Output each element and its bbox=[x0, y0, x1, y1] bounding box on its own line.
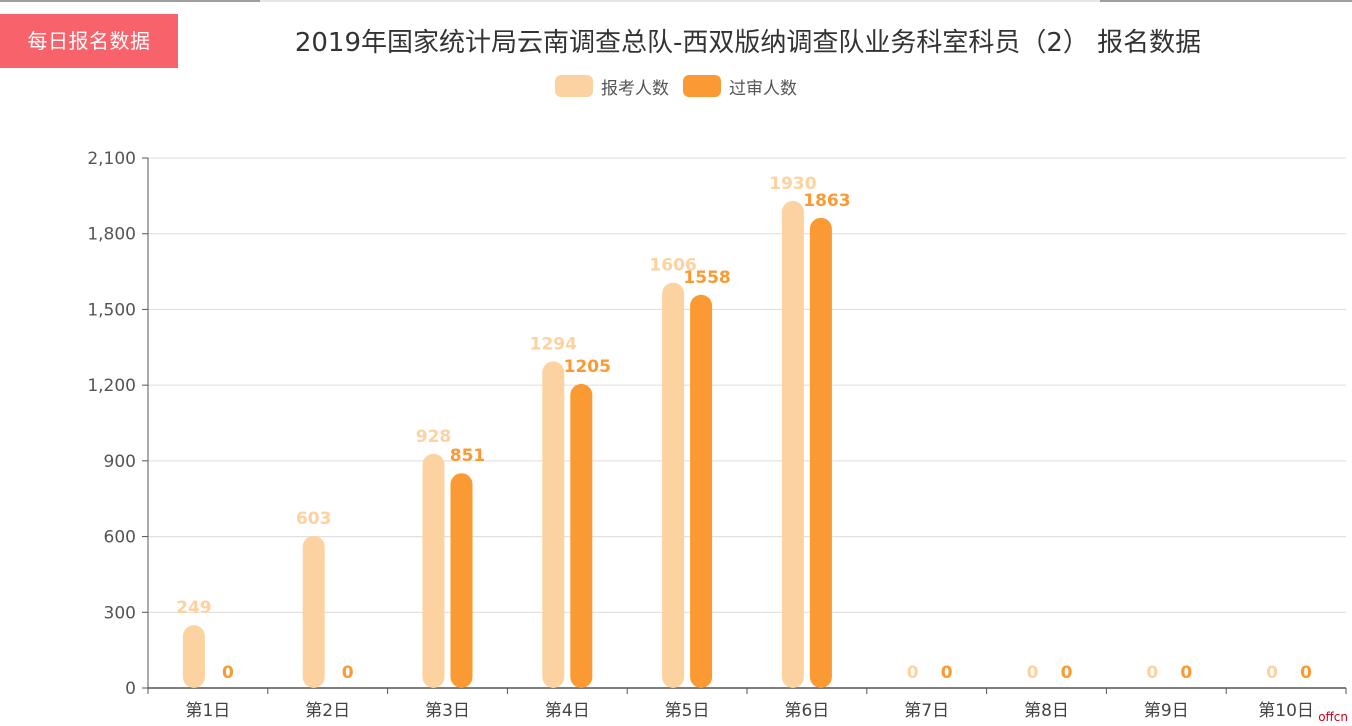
watermark: offcn bbox=[1318, 710, 1348, 724]
data-label-applied: 249 bbox=[176, 598, 212, 618]
x-tick-label: 第5日 bbox=[665, 701, 710, 721]
daily-registration-badge[interactable]: 每日报名数据 bbox=[0, 14, 178, 68]
data-label-approved: 1863 bbox=[803, 191, 850, 211]
y-tick-label: 900 bbox=[104, 452, 136, 472]
data-label-applied: 0 bbox=[1027, 663, 1039, 683]
legend-label-applied: 报考人数 bbox=[601, 78, 669, 99]
bar-approved bbox=[570, 383, 593, 688]
data-label-applied: 603 bbox=[296, 509, 332, 529]
chart-title: 2019年国家统计局云南调查总队-西双版纳调查队业务科室科员（2） 报名数据 bbox=[294, 28, 1202, 58]
bar-applied bbox=[781, 200, 804, 688]
y-tick-label: 600 bbox=[104, 528, 136, 548]
bar-approved bbox=[809, 217, 832, 689]
x-tick-label: 第4日 bbox=[545, 701, 590, 721]
data-label-approved: 0 bbox=[941, 663, 953, 683]
bar-applied bbox=[662, 282, 685, 688]
bar-applied bbox=[182, 625, 205, 688]
data-label-applied: 1294 bbox=[530, 334, 577, 354]
x-tick-label: 第1日 bbox=[185, 701, 230, 721]
top-border-left bbox=[0, 0, 260, 2]
data-label-applied: 1930 bbox=[769, 174, 816, 194]
data-label-approved: 0 bbox=[222, 663, 234, 683]
top-border-right bbox=[1100, 0, 1352, 2]
data-label-approved: 1558 bbox=[683, 268, 730, 288]
data-label-approved: 851 bbox=[450, 446, 486, 466]
y-tick-label: 1,200 bbox=[87, 376, 136, 396]
data-label-approved: 0 bbox=[1061, 663, 1073, 683]
y-tick-label: 2,100 bbox=[87, 149, 136, 169]
data-label-approved: 1205 bbox=[564, 357, 611, 377]
data-label-applied: 0 bbox=[907, 663, 919, 683]
data-label-applied: 0 bbox=[1146, 663, 1158, 683]
data-label-applied: 0 bbox=[1266, 663, 1278, 683]
x-tick-label: 第2日 bbox=[305, 701, 350, 721]
legend-item-approved[interactable]: 过审人数 bbox=[683, 74, 797, 99]
data-label-approved: 0 bbox=[1300, 663, 1312, 683]
y-tick-label: 300 bbox=[104, 603, 136, 623]
x-tick-label: 第10日 bbox=[1258, 701, 1314, 721]
x-tick-label: 第6日 bbox=[784, 701, 829, 721]
y-tick-label: 1,800 bbox=[87, 225, 136, 245]
bar-applied bbox=[302, 535, 325, 688]
legend-label-approved: 过审人数 bbox=[729, 78, 797, 99]
legend-swatch-applied bbox=[555, 75, 593, 97]
bar-applied bbox=[542, 361, 565, 688]
x-tick-label: 第7日 bbox=[904, 701, 949, 721]
data-label-applied: 1606 bbox=[649, 256, 696, 276]
data-label-approved: 0 bbox=[1180, 663, 1192, 683]
bar-approved bbox=[450, 473, 473, 688]
chart-legend: 报考人数 过审人数 bbox=[0, 72, 1352, 100]
top-border bbox=[0, 0, 1352, 2]
x-tick-label: 第8日 bbox=[1024, 701, 1069, 721]
data-label-applied: 928 bbox=[416, 427, 452, 447]
bar-applied bbox=[422, 453, 445, 688]
y-tick-label: 0 bbox=[125, 679, 136, 699]
data-label-approved: 0 bbox=[342, 663, 354, 683]
x-tick-label: 第9日 bbox=[1144, 701, 1189, 721]
bar-approved bbox=[690, 294, 713, 688]
legend-item-applied[interactable]: 报考人数 bbox=[555, 74, 669, 99]
legend-swatch-approved bbox=[683, 75, 721, 97]
x-tick-label: 第3日 bbox=[425, 701, 470, 721]
y-tick-label: 1,500 bbox=[87, 300, 136, 320]
